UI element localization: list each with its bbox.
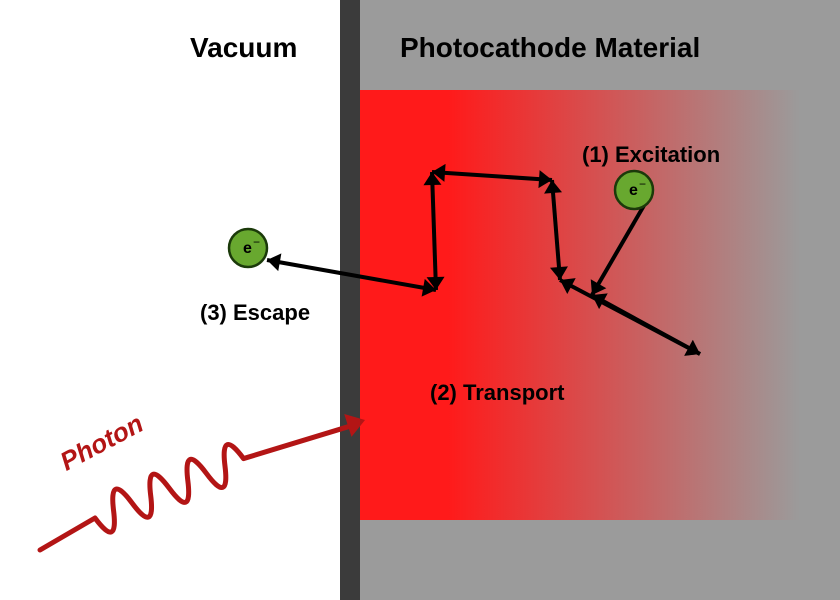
svg-text:−: − [253, 235, 260, 249]
diagram-svg: e−e− [0, 0, 840, 600]
svg-text:e: e [629, 182, 638, 199]
svg-text:−: − [639, 177, 646, 191]
photon-wave [40, 414, 365, 550]
svg-text:e: e [243, 240, 252, 257]
electrons-group: e−e− [229, 171, 653, 267]
